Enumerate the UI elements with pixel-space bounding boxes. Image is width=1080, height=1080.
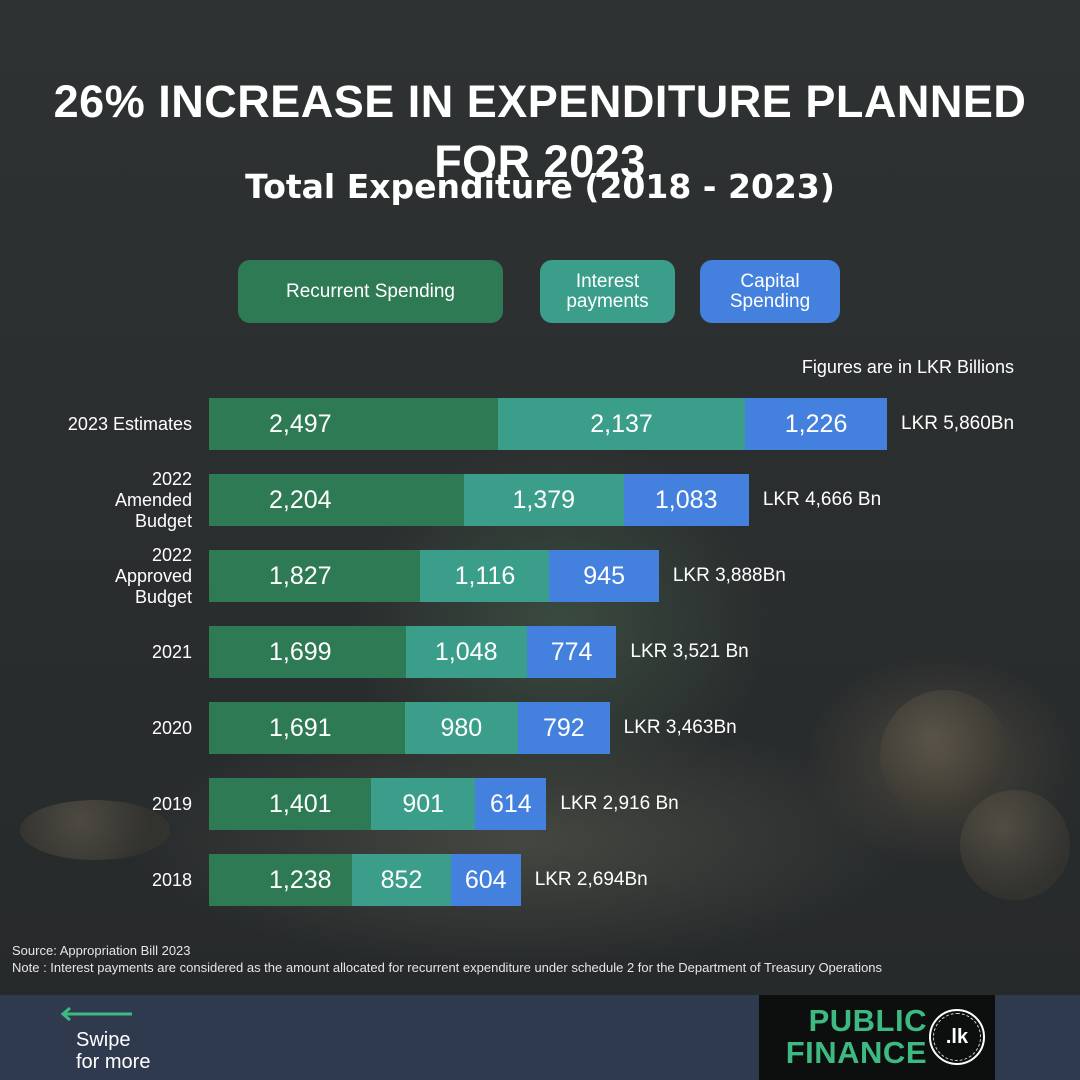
swipe-for-more[interactable]: Swipe for more [60, 1007, 190, 1077]
capital-spending-segment: 1,226 [745, 398, 887, 450]
total-label: LKR 5,860Bn [901, 413, 1015, 434]
footnotes: Source: Appropriation Bill 2023 Note : I… [12, 942, 882, 976]
data-label: 1,379 [512, 485, 576, 514]
interest-payments-segment: 901 [371, 778, 476, 830]
data-label: 2,204 [269, 485, 332, 514]
recurrent-spending-segment: 1,699 [209, 626, 406, 678]
footer-bar: Swipe for more PUBLIC FINANCE .lk [0, 995, 1080, 1080]
data-label: 1,238 [269, 865, 332, 894]
total-label: LKR 4,666 Bn [762, 489, 882, 510]
data-label: 945 [583, 561, 625, 590]
data-label: 852 [380, 865, 423, 894]
total-label: LKR 3,888Bn [672, 565, 786, 586]
interest-payments-segment: 1,116 [420, 550, 550, 602]
data-label: 2,497 [269, 409, 332, 438]
interest-payments-segment: 980 [404, 702, 519, 754]
data-label: 614 [489, 789, 532, 818]
logo-wordmark: PUBLIC FINANCE [785, 1003, 927, 1070]
interest-payments-segment: 852 [352, 854, 451, 906]
data-label: 774 [550, 637, 593, 666]
legend-interest: Interest payments [540, 260, 675, 323]
data-label: 1,226 [784, 409, 848, 438]
total-label: LKR 3,463Bn [623, 717, 737, 738]
interest-payments-segment: 1,048 [405, 626, 527, 678]
arrow-left-icon [60, 1007, 132, 1021]
capital-spending-segment: 604 [450, 854, 521, 906]
chart-title: Total Expenditure (2018 - 2023) [245, 167, 835, 206]
row-label: 2019 [151, 793, 192, 814]
total-label: LKR 3,521 Bn [630, 641, 749, 662]
data-label: 604 [464, 865, 507, 894]
source-note: Source: Appropriation Bill 2023 [12, 943, 191, 958]
data-label: 1,083 [654, 485, 718, 514]
data-label: 1,401 [269, 789, 332, 818]
interest-payments-segment: 2,137 [497, 398, 746, 450]
headline: 26% INCREASE IN EXPENDITURE PLANNED FOR … [53, 76, 1027, 187]
legend-label: Interest payments [566, 270, 649, 312]
row-label: 2021 [151, 641, 192, 662]
legend-recurrent: Recurrent Spending [238, 260, 503, 323]
capital-spending-segment: 774 [526, 626, 617, 678]
method-note: Note : Interest payments are considered … [12, 960, 883, 975]
logo-seal-icon: .lk [929, 1009, 985, 1065]
total-label: LKR 2,916 Bn [560, 793, 679, 814]
legend-capital: Capital Spending [700, 260, 840, 323]
data-label: 1,699 [269, 637, 332, 666]
data-label: 1,691 [269, 713, 332, 742]
row-label: 2022 Approved Budget [114, 544, 192, 607]
bar-row: 1,401 901 614 [209, 778, 547, 830]
recurrent-spending-segment: 1,691 [209, 702, 405, 754]
capital-spending-segment: 614 [475, 778, 547, 830]
data-label: 980 [440, 713, 483, 742]
row-label: 2022 Amended Budget [114, 468, 192, 531]
capital-spending-segment: 1,083 [623, 474, 749, 526]
row-label: 2020 [151, 717, 192, 738]
coin-decoration [20, 800, 170, 860]
coin-decoration [960, 790, 1070, 900]
data-label: 2,137 [590, 409, 653, 438]
recurrent-spending-segment: 2,497 [209, 398, 498, 450]
interest-payments-segment: 1,379 [464, 474, 624, 526]
total-label: LKR 2,694Bn [534, 869, 648, 890]
legend-label: Capital Spending [729, 270, 811, 312]
data-label: 792 [542, 713, 585, 742]
capital-spending-segment: 945 [549, 550, 659, 602]
capital-spending-segment: 792 [518, 702, 610, 754]
data-label: 1,827 [269, 561, 332, 590]
logo-seal-text: .lk [933, 1013, 981, 1061]
bar-row: 2,204 1,379 1,083 [209, 474, 749, 526]
row-label: 2018 [151, 869, 192, 890]
bar-row: 1,699 1,048 774 [209, 626, 617, 678]
recurrent-spending-segment: 1,401 [209, 778, 372, 830]
data-label: 1,116 [454, 561, 516, 590]
recurrent-spending-segment: 2,204 [209, 474, 464, 526]
swipe-text: Swipe for more [76, 1029, 151, 1073]
data-label: 1,048 [434, 637, 498, 666]
data-label: 901 [402, 789, 445, 818]
legend-label: Recurrent Spending [286, 280, 455, 302]
bar-row: 1,691 980 792 [209, 702, 610, 754]
recurrent-spending-segment: 1,827 [209, 550, 421, 602]
row-label: 2023 Estimates [67, 413, 192, 434]
recurrent-spending-segment: 1,238 [209, 854, 353, 906]
bar-row: 1,238 852 604 [209, 854, 521, 906]
bar-row: 2,497 2,137 1,226 [209, 398, 887, 450]
bar-row: 1,827 1,116 945 [209, 550, 659, 602]
public-finance-logo: PUBLIC FINANCE .lk [759, 995, 995, 1080]
units-note: Figures are in LKR Billions [801, 357, 1014, 377]
